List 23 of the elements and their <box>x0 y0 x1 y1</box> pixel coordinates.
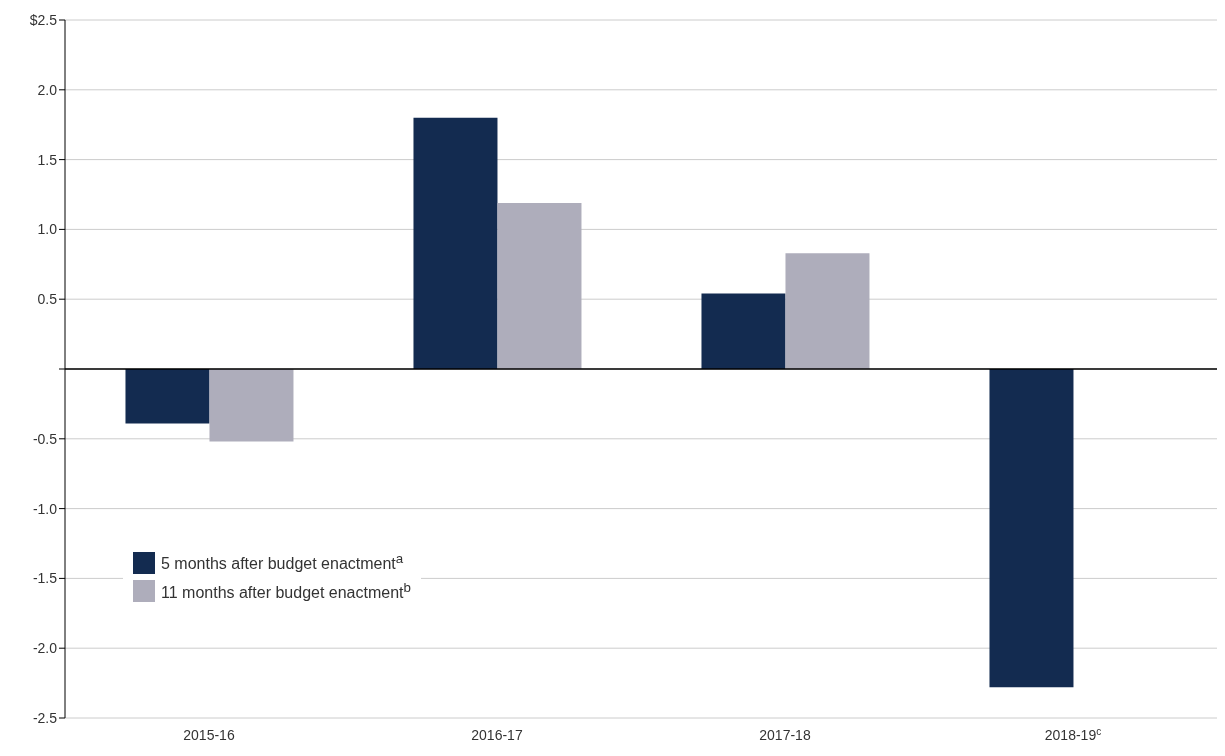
y-tick-label: -2.5 <box>32 709 58 726</box>
y-tick-label: 2.0 <box>37 81 58 98</box>
bar <box>785 253 870 369</box>
bar <box>701 293 786 369</box>
bar <box>125 369 210 424</box>
y-tick-label: $2.5 <box>29 11 58 28</box>
legend-label: 11 months after budget enactment$^{b}$ <box>161 579 411 602</box>
bar <box>413 117 498 369</box>
y-tick-label: -2.0 <box>32 640 58 657</box>
bar <box>497 202 582 369</box>
x-tick-label: 2018-19$^{c}$ <box>1044 725 1102 743</box>
y-tick-label: 1.5 <box>37 151 58 168</box>
bar <box>209 369 294 442</box>
y-tick-label: -1.0 <box>32 500 58 517</box>
legend-label: 5 months after budget enactment$^{a}$ <box>161 551 404 574</box>
y-tick-label: 1.0 <box>37 221 58 238</box>
bar <box>989 369 1074 688</box>
y-tick-label: -0.5 <box>32 430 58 447</box>
y-tick-label: 0.5 <box>37 291 58 308</box>
y-tick-label: -1.5 <box>32 570 58 587</box>
x-tick-label: 2016-17 <box>471 727 523 743</box>
x-tick-label: 2017-18 <box>759 727 811 743</box>
x-tick-label: 2015-16 <box>183 727 235 743</box>
